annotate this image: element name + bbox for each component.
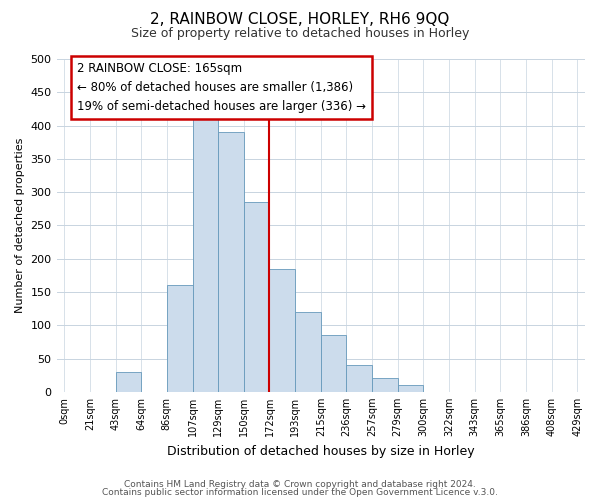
Bar <box>398 385 424 392</box>
Y-axis label: Number of detached properties: Number of detached properties <box>15 138 25 313</box>
Bar <box>167 286 193 392</box>
Bar <box>116 372 141 392</box>
Bar <box>372 378 398 392</box>
Bar <box>218 132 244 392</box>
Text: 2, RAINBOW CLOSE, HORLEY, RH6 9QQ: 2, RAINBOW CLOSE, HORLEY, RH6 9QQ <box>151 12 449 28</box>
Bar <box>269 268 295 392</box>
X-axis label: Distribution of detached houses by size in Horley: Distribution of detached houses by size … <box>167 444 475 458</box>
Text: Size of property relative to detached houses in Horley: Size of property relative to detached ho… <box>131 28 469 40</box>
Bar <box>346 365 372 392</box>
Bar <box>321 335 346 392</box>
Bar <box>193 119 218 392</box>
Text: 2 RAINBOW CLOSE: 165sqm
← 80% of detached houses are smaller (1,386)
19% of semi: 2 RAINBOW CLOSE: 165sqm ← 80% of detache… <box>77 62 366 114</box>
Bar <box>295 312 321 392</box>
Bar <box>244 202 269 392</box>
Text: Contains public sector information licensed under the Open Government Licence v.: Contains public sector information licen… <box>102 488 498 497</box>
Text: Contains HM Land Registry data © Crown copyright and database right 2024.: Contains HM Land Registry data © Crown c… <box>124 480 476 489</box>
